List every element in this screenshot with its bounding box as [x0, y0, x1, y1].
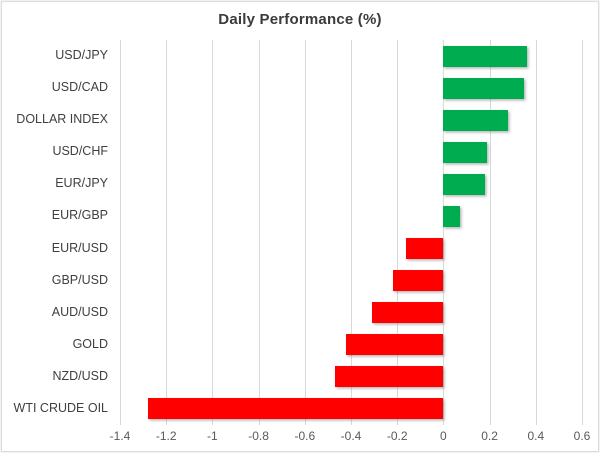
- chart-title: Daily Performance (%): [218, 11, 382, 28]
- bar-row: WTI CRUDE OIL: [14, 393, 582, 425]
- bar-positive: [443, 45, 527, 67]
- x-tick-label: 0.2: [481, 429, 498, 443]
- bar-row: GOLD: [73, 329, 582, 361]
- bar-negative: [334, 366, 444, 388]
- gridline-x--1.4: [120, 40, 121, 425]
- bar-row: DOLLAR INDEX: [16, 104, 582, 136]
- gridline-x--0.6: [304, 40, 306, 425]
- x-tick-label: -1.4: [109, 429, 131, 443]
- bar-negative: [147, 398, 444, 420]
- category-label: USD/CHF: [52, 144, 108, 159]
- gridline-x--1: [212, 40, 214, 425]
- category-label: USD/CAD: [51, 80, 108, 95]
- bar-negative: [392, 270, 444, 292]
- x-tick-label: 0.6: [573, 429, 591, 443]
- bar-row: EUR/GBP: [52, 200, 582, 232]
- category-label: WTI CRUDE OIL: [13, 400, 108, 415]
- gridline-x-0.6: [582, 40, 583, 425]
- bar-row: NZD/USD: [52, 361, 582, 393]
- gridline-x--0.8: [258, 40, 260, 425]
- bar-row: USD/CHF: [52, 136, 582, 168]
- category-label: GBP/USD: [51, 272, 108, 287]
- category-label: EUR/USD: [51, 240, 108, 255]
- bar-row: USD/JPY: [55, 40, 582, 72]
- bar-negative: [371, 302, 444, 324]
- x-tick-label: -1.2: [155, 429, 177, 443]
- category-label: USD/JPY: [55, 48, 108, 63]
- gridline-x-0.2: [489, 40, 491, 425]
- bar-positive: [443, 77, 525, 99]
- gridline-x-0: [443, 40, 445, 425]
- x-tick-label: -1: [207, 429, 218, 443]
- bar-row: GBP/USD: [52, 265, 582, 297]
- x-tick-label: -0.2: [386, 429, 408, 443]
- bar-positive: [443, 205, 460, 227]
- bar-row: EUR/USD: [52, 233, 582, 265]
- bar-row: AUD/USD: [52, 297, 582, 329]
- gridline-x--0.2: [397, 40, 399, 425]
- category-label: DOLLAR INDEX: [16, 112, 108, 127]
- bar-row: USD/CAD: [52, 72, 582, 104]
- gridline-x-0.4: [535, 40, 537, 425]
- category-label: EUR/JPY: [55, 176, 108, 191]
- bar-positive: [443, 141, 488, 163]
- bar-negative: [406, 238, 444, 260]
- plot-area: USD/JPY USD/CAD DOLLAR INDEX USD/CHF EUR/JPY…: [14, 40, 583, 425]
- x-tick-label: -0.8: [248, 429, 269, 443]
- x-tick-label: -0.4: [340, 429, 362, 443]
- x-tick-label: -0.6: [294, 429, 316, 443]
- gridline-x--0.4: [351, 40, 352, 425]
- x-axis: -1.4 -1.2 -1 -0.8 -0.6 -0.4 -0.2 0 0.2 0.4 0.6: [110, 429, 591, 447]
- bar-positive: [443, 173, 485, 195]
- gridline-x--1.2: [166, 40, 168, 425]
- x-tick-label: 0: [440, 429, 447, 443]
- bar-row: EUR/JPY: [55, 168, 582, 200]
- category-label: NZD/USD: [52, 368, 108, 383]
- bar-negative: [346, 334, 444, 356]
- category-label: AUD/USD: [51, 304, 108, 319]
- bar-positive: [443, 109, 509, 131]
- category-label: EUR/GBP: [51, 208, 108, 223]
- x-tick-label: 0.4: [527, 429, 545, 443]
- category-label: GOLD: [72, 336, 108, 351]
